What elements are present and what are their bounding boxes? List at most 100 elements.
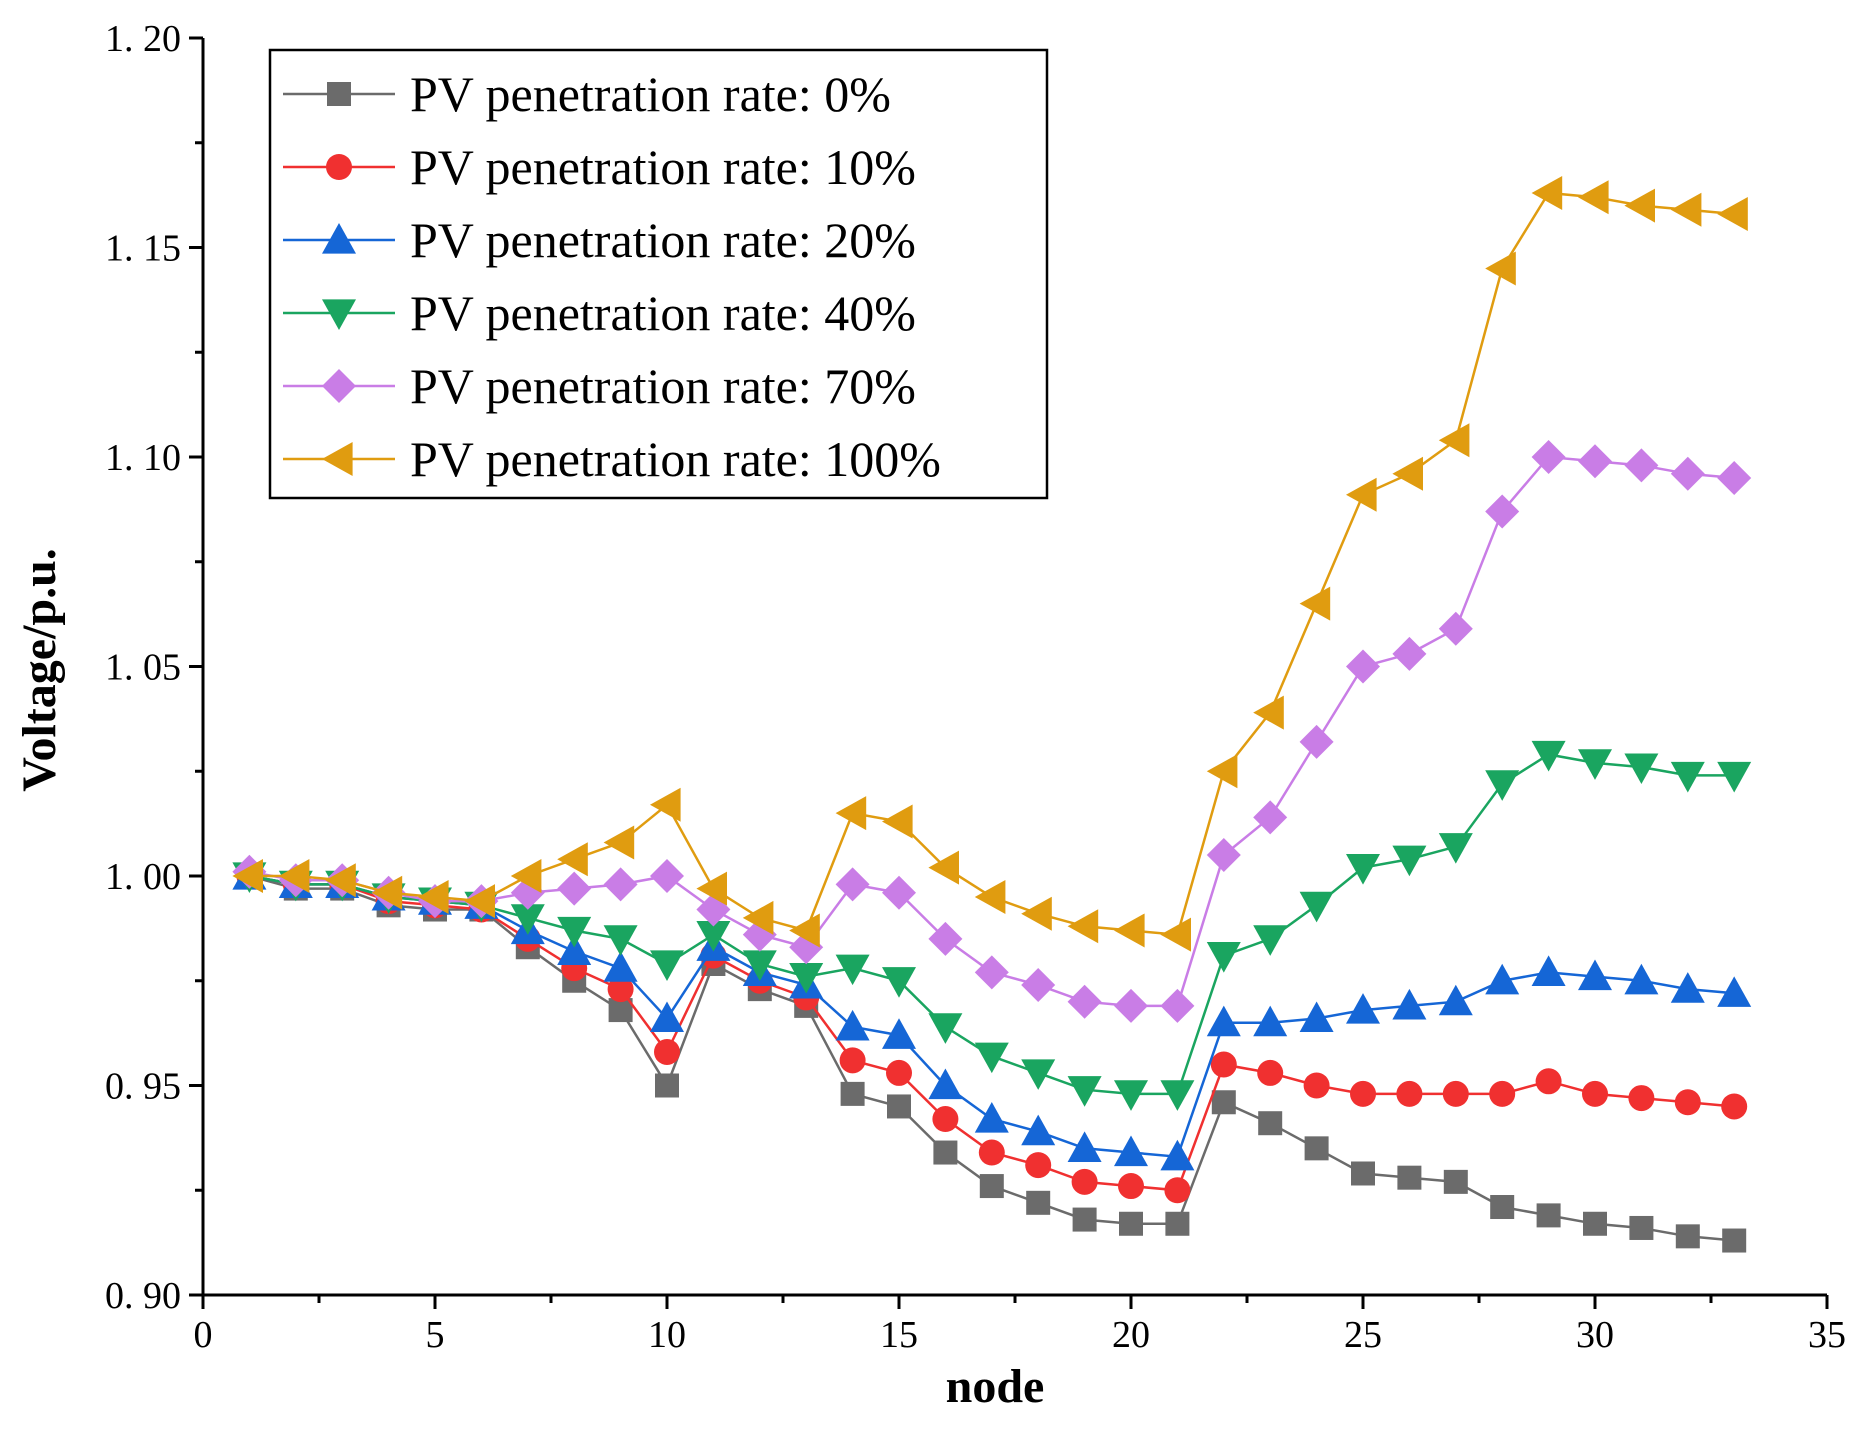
data-point-1-27 bbox=[1489, 1080, 1516, 1107]
legend-label-2: PV penetration rate: 20% bbox=[410, 212, 916, 268]
data-point-5-6 bbox=[510, 859, 542, 893]
data-point-0-15 bbox=[933, 1140, 958, 1165]
series-layer bbox=[232, 176, 1752, 1253]
data-point-5-24 bbox=[1346, 477, 1377, 512]
data-point-2-31 bbox=[1670, 972, 1705, 1003]
y-tick-label-0: 0. 90 bbox=[105, 1275, 181, 1317]
data-point-4-26 bbox=[1438, 611, 1473, 646]
data-point-2-14 bbox=[882, 1018, 916, 1049]
data-point-0-25 bbox=[1397, 1165, 1422, 1190]
x-tick-label-5: 25 bbox=[1344, 1314, 1382, 1356]
series-5 bbox=[232, 176, 1748, 952]
data-point-5-31 bbox=[1670, 192, 1702, 227]
data-point-4-14 bbox=[882, 875, 916, 910]
data-point-4-28 bbox=[1531, 440, 1566, 474]
data-point-1-16 bbox=[978, 1139, 1005, 1166]
legend-label-0: PV penetration rate: 0% bbox=[410, 66, 891, 122]
data-point-5-14 bbox=[882, 804, 913, 839]
x-tick-label-0: 0 bbox=[194, 1314, 213, 1356]
data-point-3-24 bbox=[1346, 854, 1380, 885]
data-point-3-11 bbox=[742, 950, 777, 981]
data-point-2-25 bbox=[1392, 988, 1427, 1020]
data-point-4-19 bbox=[1114, 988, 1148, 1023]
data-point-3-26 bbox=[1438, 833, 1473, 864]
data-point-5-4 bbox=[418, 879, 449, 914]
data-point-5-29 bbox=[1578, 180, 1609, 215]
data-point-3-31 bbox=[1670, 761, 1705, 793]
data-point-3-30 bbox=[1624, 753, 1659, 785]
data-point-4-16 bbox=[974, 955, 1009, 990]
data-point-1-22 bbox=[1257, 1059, 1284, 1086]
data-point-5-16 bbox=[974, 879, 1006, 914]
data-point-5-17 bbox=[1021, 896, 1052, 931]
data-point-4-13 bbox=[835, 867, 870, 902]
data-point-3-9 bbox=[650, 950, 684, 981]
data-point-1-32 bbox=[1721, 1093, 1748, 1120]
data-point-2-30 bbox=[1624, 963, 1659, 995]
data-point-0-29 bbox=[1583, 1211, 1607, 1236]
y-tick-label-6: 1. 20 bbox=[105, 18, 181, 60]
data-point-0-14 bbox=[887, 1094, 911, 1119]
data-point-0-26 bbox=[1443, 1169, 1468, 1194]
data-point-2-8 bbox=[603, 951, 638, 982]
x-tick-label-2: 10 bbox=[648, 1314, 686, 1356]
data-point-5-9 bbox=[650, 787, 681, 822]
data-point-2-18 bbox=[1067, 1131, 1102, 1162]
data-point-1-30 bbox=[1628, 1085, 1655, 1112]
data-point-5-11 bbox=[742, 900, 774, 935]
data-point-0-21 bbox=[1211, 1090, 1236, 1115]
data-point-3-15 bbox=[928, 1013, 963, 1044]
data-point-4-30 bbox=[1624, 448, 1659, 483]
data-point-4-18 bbox=[1067, 984, 1102, 1019]
data-point-1-13 bbox=[839, 1047, 866, 1074]
data-point-4-9 bbox=[650, 859, 684, 893]
data-point-0-31 bbox=[1675, 1224, 1700, 1249]
y-tick-label-4: 1. 10 bbox=[105, 437, 181, 479]
data-point-5-5 bbox=[464, 884, 495, 919]
data-point-5-13 bbox=[835, 796, 867, 831]
legend: PV penetration rate: 0% PV penetration ra… bbox=[268, 48, 1049, 500]
data-point-5-3 bbox=[371, 875, 403, 910]
data-point-1-21 bbox=[1210, 1051, 1237, 1078]
data-point-2-7 bbox=[557, 934, 592, 966]
data-point-4-24 bbox=[1346, 649, 1380, 684]
legend-marker-2 bbox=[322, 223, 356, 254]
data-point-3-23 bbox=[1299, 891, 1334, 923]
data-point-1-18 bbox=[1071, 1168, 1098, 1195]
data-point-3-17 bbox=[1021, 1059, 1056, 1090]
data-point-2-15 bbox=[928, 1068, 963, 1100]
data-point-4-21 bbox=[1206, 838, 1241, 873]
data-point-5-22 bbox=[1253, 695, 1284, 730]
legend-label-1: PV penetration rate: 10% bbox=[410, 139, 916, 195]
data-point-3-27 bbox=[1485, 770, 1520, 801]
data-point-5-25 bbox=[1392, 456, 1423, 491]
data-point-3-6 bbox=[510, 904, 545, 935]
data-point-1-28 bbox=[1535, 1068, 1562, 1095]
data-point-1-31 bbox=[1674, 1089, 1701, 1116]
y-tick-label-2: 1. 00 bbox=[105, 856, 181, 898]
data-point-1-8 bbox=[607, 976, 634, 1003]
axes-layer: 0 5 10 15 20 25 30 35 0. 90 0. 95 1. 00 1. 05 1. 10 1… bbox=[105, 18, 1846, 1356]
data-point-1-15 bbox=[932, 1106, 959, 1133]
data-point-3-13 bbox=[835, 954, 870, 986]
data-point-0-9 bbox=[655, 1073, 679, 1098]
data-point-0-22 bbox=[1258, 1111, 1283, 1136]
legend-marker-1 bbox=[326, 154, 352, 180]
data-point-0-18 bbox=[1072, 1207, 1097, 1232]
legend-marker-0 bbox=[327, 82, 351, 106]
data-point-2-29 bbox=[1578, 959, 1612, 991]
data-point-1-24 bbox=[1350, 1080, 1376, 1107]
data-point-5-19 bbox=[1114, 913, 1145, 948]
data-point-3-20 bbox=[1160, 1080, 1195, 1111]
data-point-3-10 bbox=[696, 921, 731, 952]
data-point-4-20 bbox=[1160, 988, 1195, 1023]
x-tick-label-7: 35 bbox=[1808, 1314, 1846, 1356]
data-point-5-2 bbox=[325, 863, 356, 898]
series-4 bbox=[232, 440, 1752, 1023]
data-point-3-28 bbox=[1531, 740, 1566, 772]
data-point-1-23 bbox=[1303, 1072, 1330, 1099]
data-point-2-17 bbox=[1021, 1114, 1056, 1146]
y-tick-label-3: 1. 05 bbox=[105, 647, 181, 689]
data-point-5-26 bbox=[1438, 423, 1470, 458]
